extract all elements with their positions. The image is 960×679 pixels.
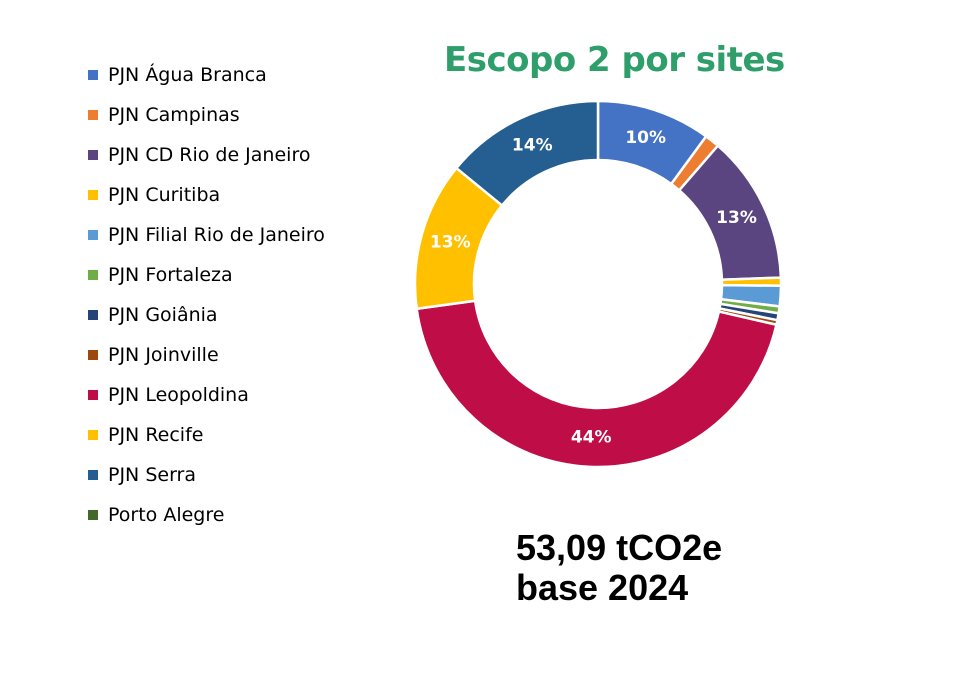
- legend-swatch: [88, 110, 98, 120]
- legend-item: PJN Goiânia: [88, 295, 325, 335]
- legend-swatch: [88, 150, 98, 160]
- chart-legend: PJN Água Branca PJN Campinas PJN CD Rio de…: [88, 55, 325, 535]
- legend-label: PJN Água Branca: [108, 64, 267, 86]
- legend-label: PJN Goiânia: [108, 304, 218, 326]
- legend-swatch: [88, 470, 98, 480]
- legend-label: PJN Filial Rio de Janeiro: [108, 224, 325, 246]
- legend-item: PJN Filial Rio de Janeiro: [88, 215, 325, 255]
- legend-label: Porto Alegre: [108, 504, 225, 526]
- base-year: base 2024: [516, 567, 689, 608]
- donut-slice: [454, 99, 600, 208]
- legend-swatch: [88, 430, 98, 440]
- slice-data-label: 10%: [625, 128, 666, 148]
- legend-item: PJN Fortaleza: [88, 255, 325, 295]
- legend-label: PJN Campinas: [108, 104, 240, 126]
- legend-item: PJN Água Branca: [88, 55, 325, 95]
- legend-label: PJN Recife: [108, 424, 204, 446]
- legend-label: PJN Leopoldina: [108, 384, 249, 406]
- legend-swatch: [88, 70, 98, 80]
- legend-swatch: [88, 310, 98, 320]
- legend-swatch: [88, 190, 98, 200]
- legend-item: PJN Campinas: [88, 95, 325, 135]
- legend-label: PJN Joinville: [108, 344, 219, 366]
- total-emissions-value: 53,09 tCO2e: [516, 527, 723, 568]
- total-emissions: 53,09 tCO2e base 2024: [516, 528, 722, 608]
- chart-title: Escopo 2 por sites: [444, 40, 785, 80]
- legend-item: PJN Serra: [88, 455, 325, 495]
- legend-label: PJN Curitiba: [108, 184, 221, 206]
- legend-swatch: [88, 270, 98, 280]
- slice-data-label: 13%: [716, 208, 757, 228]
- legend-swatch: [88, 510, 98, 520]
- legend-label: PJN Fortaleza: [108, 264, 233, 286]
- legend-label: PJN CD Rio de Janeiro: [108, 144, 311, 166]
- legend-item: PJN Leopoldina: [88, 375, 325, 415]
- legend-swatch: [88, 230, 98, 240]
- legend-item: PJN CD Rio de Janeiro: [88, 135, 325, 175]
- legend-item: PJN Curitiba: [88, 175, 325, 215]
- legend-swatch: [88, 350, 98, 360]
- slice-data-label: 14%: [512, 135, 553, 155]
- donut-slice: [415, 299, 778, 469]
- slice-data-label: 44%: [571, 427, 612, 447]
- legend-item: PJN Joinville: [88, 335, 325, 375]
- legend-item: Porto Alegre: [88, 495, 325, 535]
- legend-label: PJN Serra: [108, 464, 196, 486]
- legend-swatch: [88, 390, 98, 400]
- legend-item: PJN Recife: [88, 415, 325, 455]
- slice-data-label: 13%: [430, 232, 471, 252]
